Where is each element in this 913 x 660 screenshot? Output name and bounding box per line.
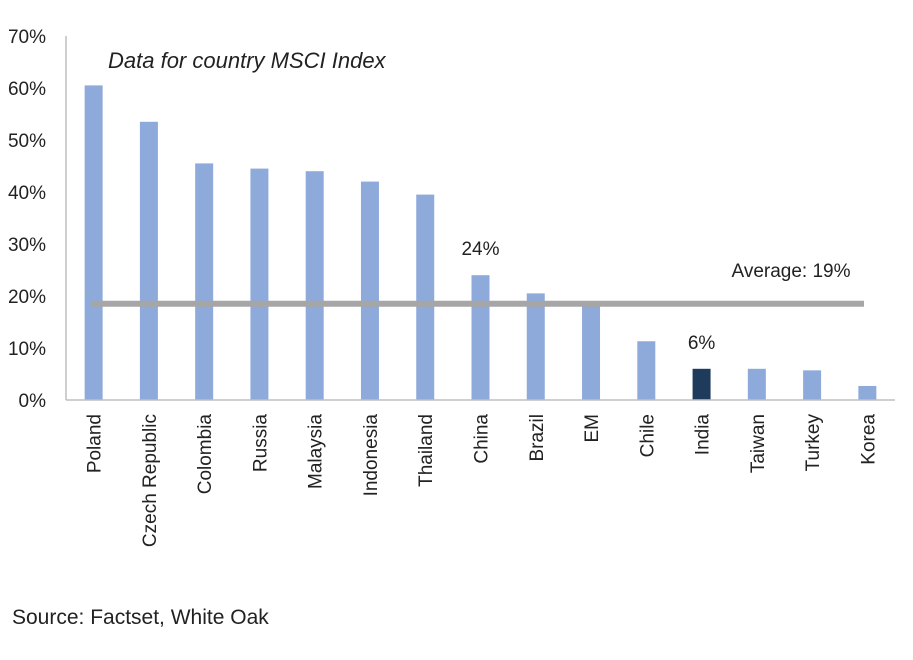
data-label-india: 6%	[688, 333, 716, 354]
y-tick-label: 70%	[8, 27, 46, 48]
x-tick-label: Brazil	[527, 414, 548, 462]
y-tick-label: 10%	[8, 339, 46, 360]
x-tick-label: Poland	[85, 414, 106, 473]
bar-colombia	[195, 163, 214, 400]
bar-korea	[858, 385, 877, 400]
x-tick-label: Colombia	[195, 414, 216, 495]
y-tick-label: 40%	[8, 183, 46, 204]
bar-brazil	[526, 293, 545, 400]
x-tick-label: Indonesia	[361, 414, 382, 497]
source-note: Source: Factset, White Oak	[12, 606, 269, 629]
bar-taiwan	[747, 368, 766, 400]
x-tick-label: India	[693, 414, 714, 456]
bar-china	[471, 275, 490, 400]
bar-thailand	[416, 194, 435, 400]
bar-poland	[84, 85, 103, 401]
bar-india	[692, 368, 711, 400]
y-tick-label: 0%	[19, 391, 47, 412]
x-tick-label: Malaysia	[306, 414, 327, 489]
annotations: Average: 19% 24% 6%	[92, 239, 864, 354]
chart-title: Data for country MSCI Index	[108, 48, 387, 73]
bar-malaysia	[305, 171, 324, 400]
x-tick-label: Chile	[637, 414, 658, 457]
bar-turkey	[803, 370, 822, 400]
x-tick-label: Czech Republic	[140, 414, 161, 547]
bar-russia	[250, 168, 269, 400]
y-axis: 0% 10% 20% 30% 40% 50% 60% 70%	[8, 27, 67, 412]
y-tick-label: 30%	[8, 235, 46, 256]
x-tick-label: Russia	[250, 414, 271, 473]
y-tick-label: 20%	[8, 287, 46, 308]
bar-indonesia	[360, 181, 379, 400]
y-tick-label: 50%	[8, 131, 46, 152]
x-tick-label: Thailand	[416, 414, 437, 487]
x-axis: Poland Czech Republic Colombia Russia Malays…	[66, 399, 895, 547]
x-tick-label: Turkey	[803, 414, 824, 472]
bar-em	[582, 303, 601, 400]
x-tick-label: Korea	[858, 414, 879, 465]
x-tick-label: Taiwan	[748, 414, 769, 473]
data-label-china: 24%	[461, 239, 499, 260]
bar-chart: 0% 10% 20% 30% 40% 50% 60% 70% Poland Czech Repu…	[8, 27, 895, 547]
x-tick-label: China	[472, 414, 493, 464]
bar-chile	[637, 341, 656, 400]
x-tick-label: EM	[582, 414, 603, 443]
bar-czech-republic	[139, 121, 158, 401]
y-tick-label: 60%	[8, 79, 46, 100]
average-label: Average: 19%	[731, 261, 850, 282]
